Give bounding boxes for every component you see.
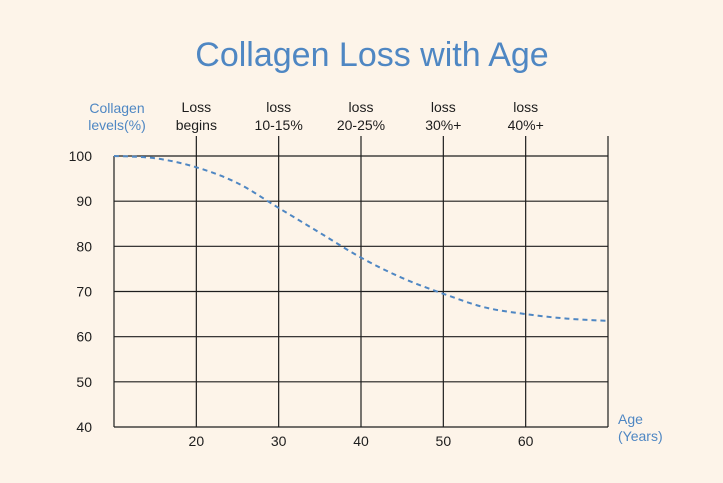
grid (113, 136, 609, 428)
y-tick-label-90: 90 (76, 193, 92, 209)
x-tick-label-30: 30 (271, 433, 287, 449)
y-tick-label-70: 70 (76, 284, 92, 300)
chart-title: Collagen Loss with Age (195, 36, 548, 74)
y-tick-label-50: 50 (76, 374, 92, 390)
annotation-40-line-2: 20-25% (337, 117, 385, 133)
y-axis-label-line-1: Collagen (89, 100, 144, 116)
y-tick-label-80: 80 (76, 238, 92, 254)
annotation-20-line-1: Loss (182, 99, 212, 115)
x-axis-label-line-2: (Years) (618, 428, 663, 444)
x-tick-label-50: 50 (436, 433, 452, 449)
annotation-50-line-2: 30%+ (425, 117, 461, 133)
series (113, 155, 609, 322)
loss-annotations: Loss begins loss 10-15% loss 20-25% loss 30%+ lo… (176, 99, 544, 133)
y-tick-label-40: 40 (76, 419, 92, 435)
annotation-50-line-1: loss (431, 99, 456, 115)
annotation-60-line-2: 40%+ (508, 117, 544, 133)
y-tick-label-60: 60 (76, 329, 92, 345)
annotation-30-line-1: loss (266, 99, 291, 115)
annotation-40-line-1: loss (349, 99, 374, 115)
y-axis-label-line-2: levels(%) (88, 117, 146, 133)
x-tick-label-20: 20 (189, 433, 205, 449)
annotation-30-line-2: 10-15% (255, 117, 303, 133)
collagen-level-line (113, 155, 609, 322)
x-tick-label-60: 60 (518, 433, 534, 449)
annotation-20-line-2: begins (176, 117, 217, 133)
x-tick-labels: 20 30 40 50 60 (189, 433, 534, 449)
y-tick-labels: 100 90 80 70 60 50 40 (69, 148, 93, 435)
x-axis-label-line-1: Age (618, 411, 643, 427)
y-tick-label-100: 100 (69, 148, 93, 164)
x-tick-label-40: 40 (353, 433, 369, 449)
annotation-60-line-1: loss (513, 99, 538, 115)
